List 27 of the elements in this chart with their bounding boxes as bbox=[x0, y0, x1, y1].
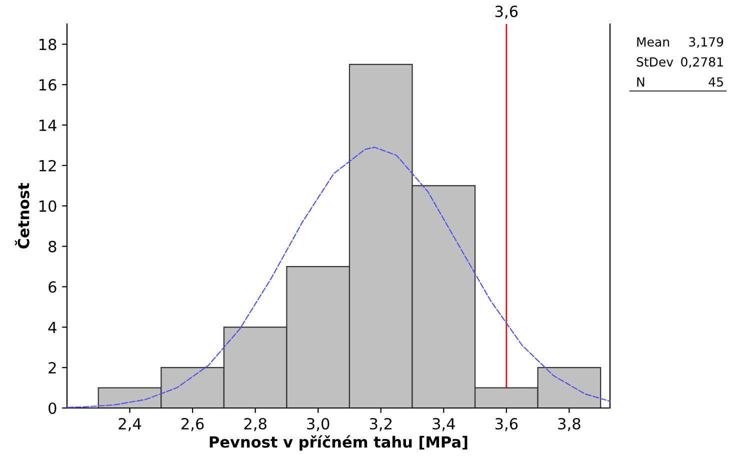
y-tick-label: 18 bbox=[40, 38, 56, 50]
y-tick-label: 12 bbox=[40, 160, 56, 172]
y-tick-label: 4 bbox=[48, 322, 56, 333]
x-tick-label: 2,4 bbox=[118, 418, 142, 432]
x-tick-label: 3,4 bbox=[432, 418, 455, 432]
text: 3,179 bbox=[689, 37, 724, 48]
y-tick-label: 8 bbox=[48, 240, 56, 252]
x-tick-label: 3,6 bbox=[495, 418, 518, 432]
x-tick-label: 2,8 bbox=[244, 418, 266, 432]
x-axis-title: Pevnost v příčném tahu [MPa] bbox=[210, 435, 468, 451]
x-tick-label: 3,8 bbox=[558, 418, 580, 432]
ref-line-label: 3,6 bbox=[495, 6, 518, 19]
y-axis-title: Četnost bbox=[14, 183, 30, 249]
text: StDev bbox=[636, 57, 674, 67]
x-tick-label: 3,0 bbox=[307, 418, 330, 432]
y-tick-label: 10 bbox=[40, 200, 56, 212]
text: 0,2781 bbox=[681, 57, 723, 68]
y-tick-label: 16 bbox=[40, 79, 56, 91]
x-tick-label: 3,2 bbox=[370, 418, 392, 432]
y-tick-label: 6 bbox=[48, 281, 56, 293]
y-tick-label: 14 bbox=[40, 120, 56, 131]
text: 45 bbox=[708, 77, 723, 87]
y-tick-label: 0 bbox=[48, 402, 56, 414]
text: Mean bbox=[637, 37, 669, 47]
x-tick-label: 2,6 bbox=[182, 418, 204, 432]
text: N bbox=[637, 77, 644, 86]
y-tick-label: 2 bbox=[48, 362, 56, 374]
